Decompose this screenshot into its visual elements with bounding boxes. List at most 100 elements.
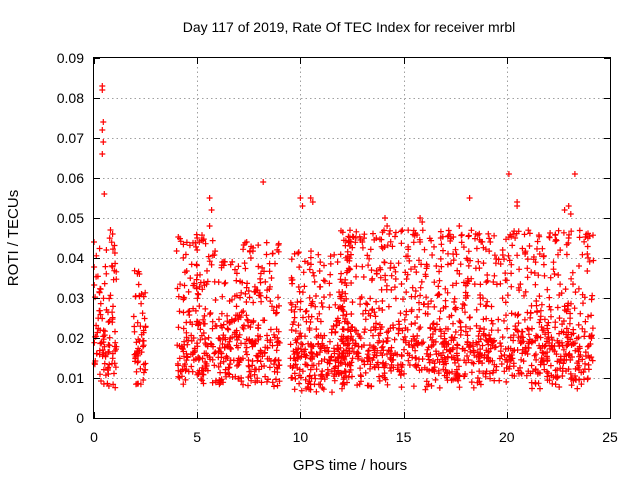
data-point bbox=[483, 279, 490, 286]
data-point bbox=[309, 298, 316, 305]
data-point bbox=[302, 376, 309, 383]
data-point bbox=[429, 252, 436, 258]
data-point bbox=[317, 332, 324, 339]
data-point bbox=[563, 356, 570, 363]
data-point bbox=[452, 305, 458, 312]
data-point bbox=[194, 247, 201, 253]
data-point bbox=[370, 332, 376, 339]
data-point bbox=[416, 306, 423, 313]
data-point bbox=[501, 368, 508, 375]
data-point bbox=[206, 311, 213, 318]
data-point bbox=[436, 277, 443, 284]
y-tick-label: 0.08 bbox=[57, 90, 84, 106]
data-point bbox=[245, 382, 251, 389]
data-point bbox=[349, 373, 355, 380]
data-point bbox=[380, 359, 387, 366]
data-point bbox=[534, 245, 540, 252]
data-point bbox=[425, 300, 432, 307]
data-point bbox=[362, 369, 369, 376]
data-point bbox=[252, 288, 259, 295]
data-point bbox=[445, 250, 451, 257]
y-tick-label: 0 bbox=[76, 410, 84, 426]
data-point bbox=[275, 357, 282, 364]
data-point bbox=[325, 348, 332, 355]
data-point bbox=[545, 370, 552, 377]
data-point bbox=[251, 371, 258, 378]
data-point bbox=[557, 365, 564, 372]
data-point bbox=[308, 349, 314, 356]
data-point bbox=[220, 258, 227, 265]
data-point bbox=[547, 362, 554, 369]
data-point bbox=[177, 281, 184, 288]
data-point bbox=[544, 286, 551, 293]
data-point bbox=[539, 349, 546, 356]
data-point bbox=[248, 243, 255, 250]
data-point bbox=[188, 332, 195, 339]
data-point bbox=[91, 361, 98, 368]
data-point bbox=[496, 377, 503, 384]
data-point bbox=[450, 257, 457, 264]
data-point bbox=[442, 325, 449, 332]
data-point bbox=[382, 360, 389, 367]
data-point bbox=[390, 322, 396, 329]
data-point bbox=[360, 274, 367, 280]
data-point bbox=[292, 328, 299, 334]
data-point bbox=[239, 279, 246, 286]
data-point bbox=[582, 318, 589, 325]
data-point bbox=[485, 341, 492, 348]
data-point bbox=[176, 374, 183, 381]
data-point bbox=[578, 381, 585, 388]
data-point bbox=[440, 247, 446, 254]
data-point bbox=[335, 363, 342, 369]
data-point bbox=[308, 342, 315, 349]
data-point bbox=[408, 338, 415, 344]
data-point bbox=[584, 375, 591, 382]
data-point bbox=[582, 349, 589, 356]
data-point bbox=[174, 285, 181, 292]
data-point bbox=[565, 352, 572, 358]
data-point bbox=[185, 288, 192, 295]
data-point bbox=[412, 320, 419, 327]
data-point bbox=[584, 343, 591, 350]
data-point bbox=[113, 343, 120, 350]
data-point bbox=[222, 369, 229, 376]
data-point bbox=[175, 324, 182, 331]
data-point bbox=[294, 299, 301, 306]
data-point bbox=[96, 307, 103, 314]
data-point bbox=[536, 293, 543, 300]
data-point bbox=[453, 372, 460, 379]
data-point bbox=[395, 330, 402, 337]
data-point bbox=[135, 351, 142, 357]
data-point bbox=[426, 367, 433, 374]
data-point bbox=[313, 326, 320, 333]
data-point bbox=[442, 297, 449, 304]
data-point bbox=[105, 319, 112, 325]
data-point bbox=[196, 239, 203, 245]
data-point bbox=[288, 256, 295, 263]
data-point bbox=[479, 342, 486, 349]
data-point bbox=[355, 343, 362, 350]
data-point bbox=[456, 223, 463, 229]
data-point bbox=[450, 376, 457, 383]
data-point bbox=[468, 369, 475, 376]
data-point bbox=[397, 371, 404, 378]
data-point bbox=[357, 301, 364, 308]
data-point bbox=[547, 306, 554, 313]
data-point bbox=[568, 374, 575, 381]
data-point bbox=[265, 376, 271, 383]
data-point bbox=[528, 269, 535, 276]
data-point bbox=[233, 277, 240, 284]
data-point bbox=[175, 373, 182, 380]
data-point bbox=[292, 303, 299, 310]
data-point bbox=[132, 358, 138, 365]
data-point bbox=[218, 350, 225, 357]
data-point bbox=[435, 367, 442, 374]
data-point bbox=[358, 378, 364, 385]
data-point bbox=[193, 243, 199, 250]
data-point bbox=[388, 361, 395, 368]
data-point bbox=[361, 342, 367, 349]
data-point bbox=[266, 364, 273, 371]
data-point bbox=[372, 326, 379, 333]
chart-title: Day 117 of 2019, Rate Of TEC Index for r… bbox=[183, 19, 516, 35]
data-point bbox=[228, 318, 235, 325]
